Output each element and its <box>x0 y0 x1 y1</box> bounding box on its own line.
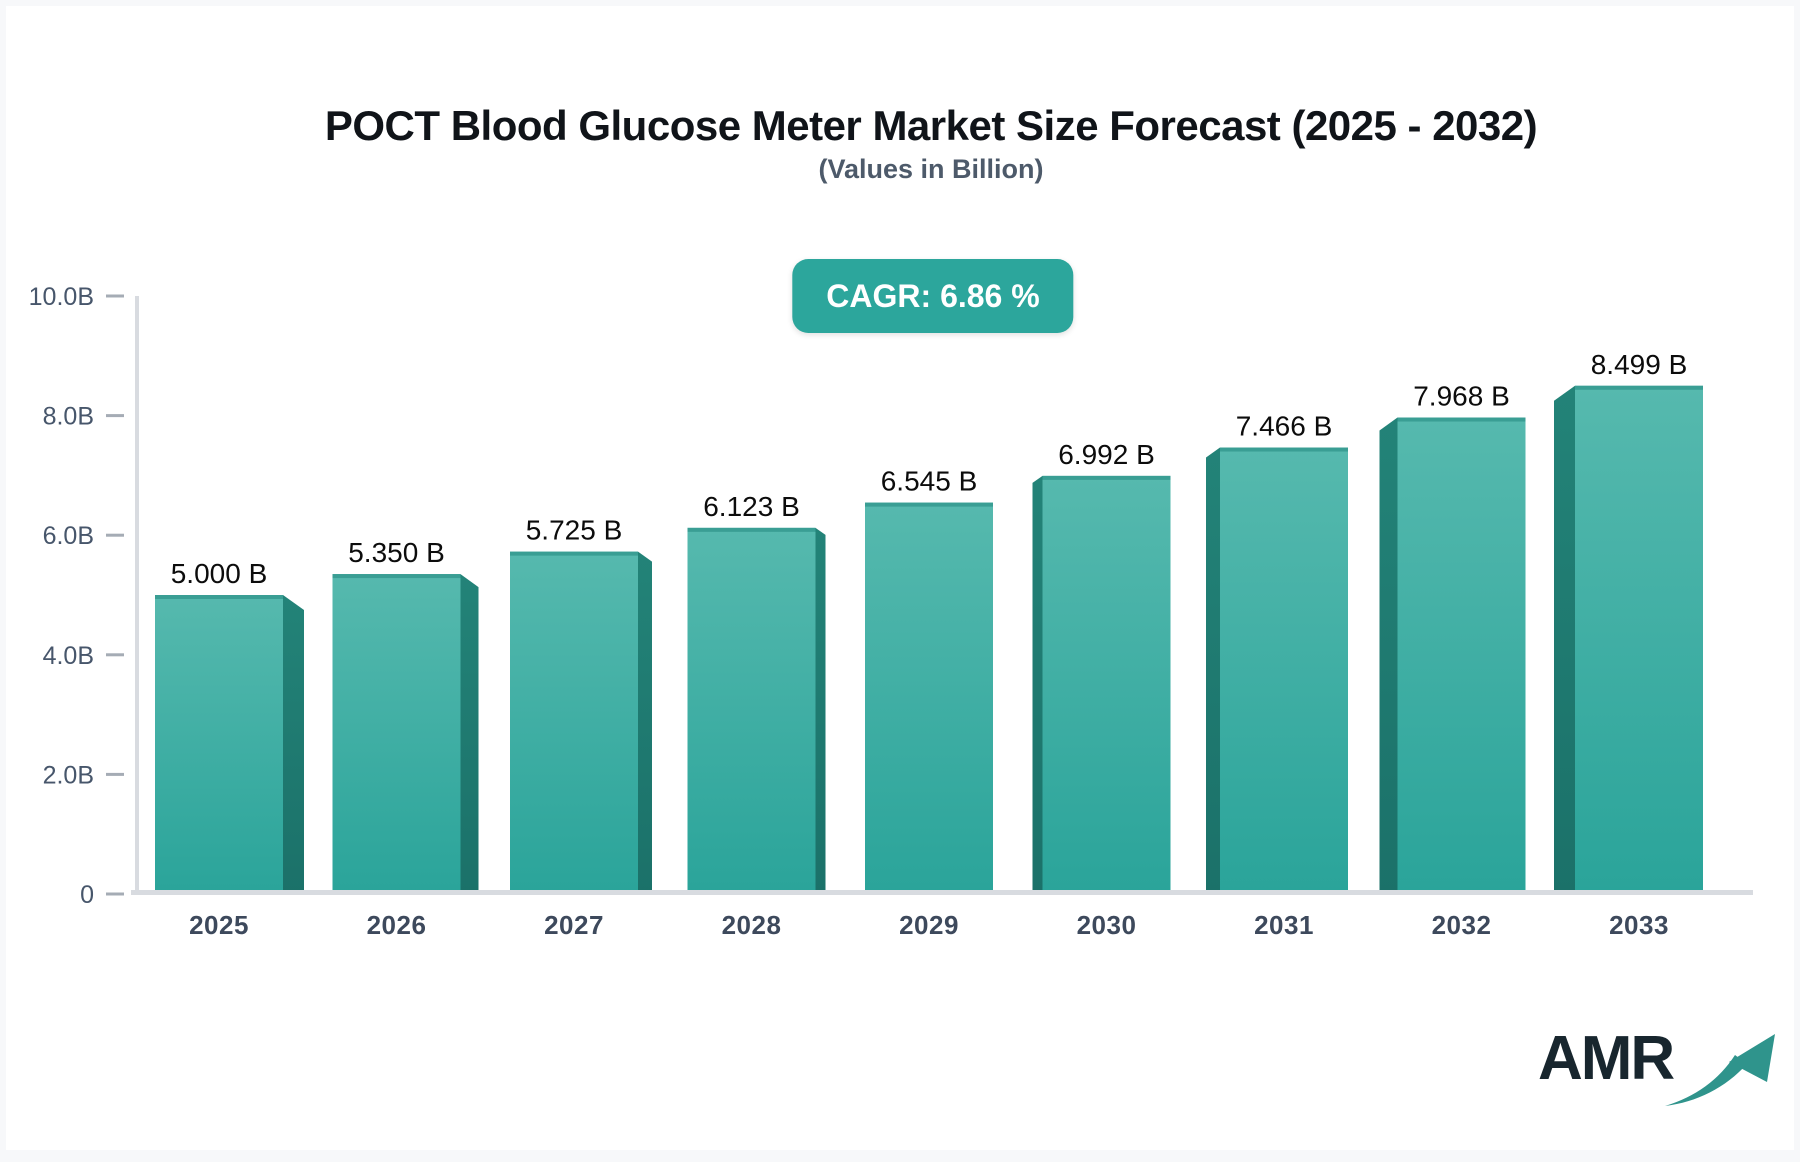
bar-2029 <box>865 502 993 894</box>
amr-logo: AMR <box>1538 1028 1789 1114</box>
x-tick-label-2029: 2029 <box>899 910 959 940</box>
x-tick-label-2031: 2031 <box>1254 910 1314 940</box>
bar-side-2032 <box>1379 417 1398 894</box>
y-tick-dash-6.0B <box>106 533 124 537</box>
bar-value-label-2032: 7.968 B <box>1413 381 1510 412</box>
bar-side-2026 <box>460 574 479 894</box>
y-tick-label-10.0B: 10.0B <box>29 283 94 311</box>
bar-2028 <box>687 527 816 894</box>
bar-value-label-2028: 6.123 B <box>703 491 800 522</box>
y-tick-label-0: 0 <box>80 881 94 909</box>
bar-top-edge-2028 <box>687 527 816 532</box>
growth-arrow-icon <box>1665 1034 1776 1106</box>
y-tick-dash-4.0B <box>106 653 124 657</box>
y-tick-dash-2.0B <box>106 772 124 776</box>
market-forecast-bar-chart: 5.000 B 5.350 B 5.725 B 6.123 B 6.545 B 6.992… <box>29 283 1753 940</box>
x-tick-label-2032: 2032 <box>1432 910 1492 940</box>
y-tick-label-6.0B: 6.0B <box>43 522 94 550</box>
bar-top-edge-2032 <box>1397 417 1526 422</box>
bar-side-2028 <box>815 527 826 894</box>
x-axis-line <box>131 890 1753 895</box>
amr-logo-text: AMR <box>1538 1024 1675 1093</box>
cagr-badge: CAGR: 6.86 % <box>792 259 1074 333</box>
bar-top-edge-2033 <box>1575 385 1703 390</box>
bar-2033 <box>1575 385 1703 894</box>
bar-value-label-2033: 8.499 B <box>1591 349 1688 380</box>
y-tick-dash-0 <box>106 892 124 896</box>
y-tick-dash-8.0B <box>106 414 124 418</box>
bar-side-2025 <box>283 595 304 894</box>
bar-value-label-2027: 5.725 B <box>526 515 623 546</box>
page-subtitle: (Values in Billion) <box>818 154 1044 184</box>
bar-value-label-2031: 7.466 B <box>1236 411 1333 442</box>
x-tick-label-2026: 2026 <box>367 910 427 940</box>
bar-top-edge-2029 <box>865 502 993 507</box>
page-title: POCT Blood Glucose Meter Market Size For… <box>324 102 1538 149</box>
y-tick-label-8.0B: 8.0B <box>43 403 94 431</box>
bar-side-2033 <box>1554 385 1575 894</box>
bar-2030 <box>1042 475 1171 894</box>
bar-side-2030 <box>1032 475 1043 894</box>
bar-side-2031 <box>1206 447 1220 894</box>
bar-value-label-2026: 5.350 B <box>348 537 445 568</box>
bar-2032 <box>1397 417 1526 894</box>
bar-value-label-2025: 5.000 B <box>171 558 268 589</box>
bar-top-edge-2027 <box>510 551 638 556</box>
bar-2031 <box>1220 447 1348 894</box>
bar-side-2027 <box>638 551 652 894</box>
bar-value-label-2029: 6.545 B <box>881 466 978 497</box>
y-tick-label-2.0B: 2.0B <box>43 761 94 789</box>
bar-top-edge-2031 <box>1220 447 1348 452</box>
x-tick-label-2027: 2027 <box>544 910 604 940</box>
x-tick-label-2030: 2030 <box>1077 910 1137 940</box>
y-tick-dash-10.0B <box>106 294 124 298</box>
bar-2027 <box>510 551 638 894</box>
x-tick-label-2028: 2028 <box>722 910 782 940</box>
bar-top-edge-2025 <box>155 595 283 599</box>
x-tick-label-2033: 2033 <box>1609 910 1669 940</box>
y-axis-line <box>135 296 139 894</box>
bar-top-edge-2026 <box>332 574 461 579</box>
x-tick-label-2025: 2025 <box>189 910 249 940</box>
y-tick-label-4.0B: 4.0B <box>43 642 94 670</box>
bar-top-edge-2030 <box>1042 475 1171 480</box>
bar-2026 <box>332 574 461 894</box>
bar-value-label-2030: 6.992 B <box>1058 439 1155 470</box>
chart-card: POCT Blood Glucose Meter Market Size For… <box>6 6 1794 1150</box>
bar-2025 <box>155 595 283 894</box>
